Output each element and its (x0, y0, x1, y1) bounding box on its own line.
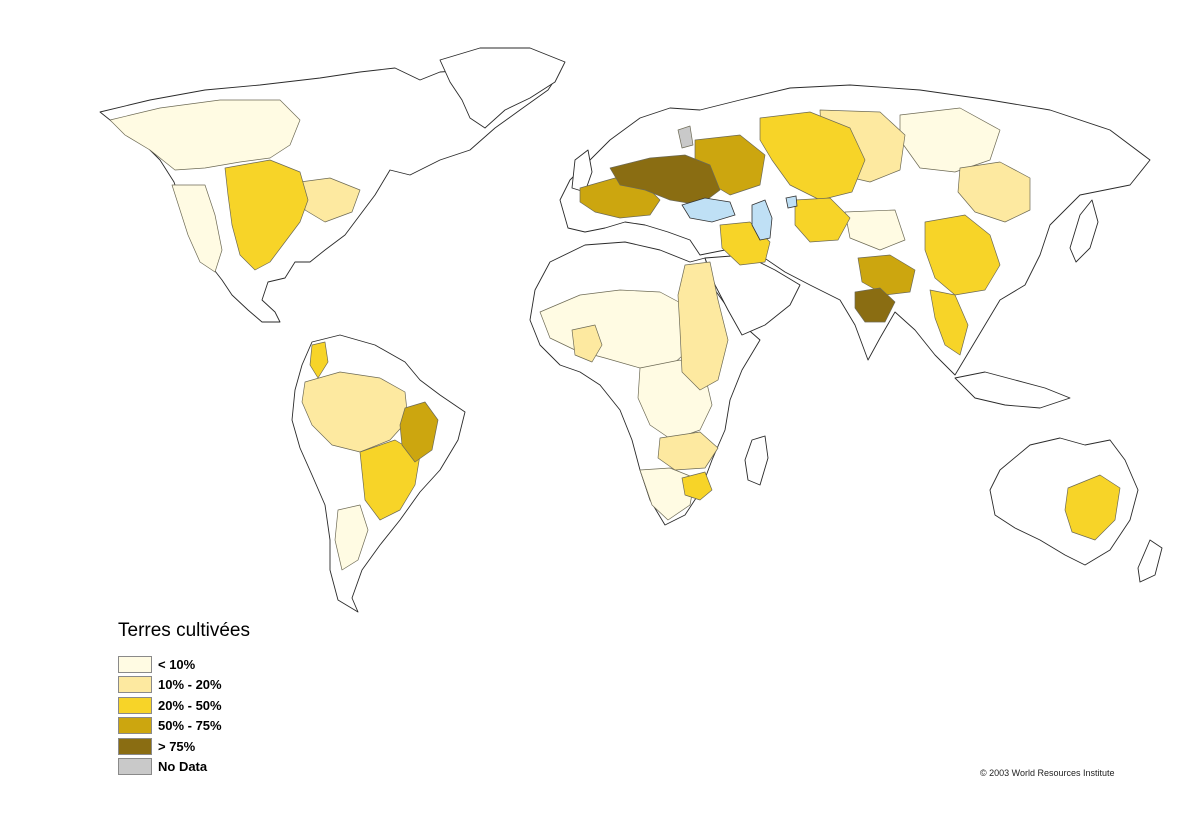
basin-volga (759, 111, 866, 201)
basin-yangtze (924, 214, 1001, 296)
basin-southern-africa (639, 467, 696, 521)
landmass-indonesia (954, 371, 1071, 409)
legend-item: > 75% (118, 736, 250, 757)
map-legend: Terres cultivées < 10% 10% - 20% 20% - 50%… (118, 620, 250, 777)
basin-amur (957, 161, 1031, 223)
legend-label: < 10% (158, 656, 196, 672)
basin-amazon (301, 371, 409, 453)
basin-murray-darling (1064, 474, 1121, 541)
legend-label: 20% - 50% (158, 697, 222, 713)
basin-european-plain (609, 154, 721, 206)
legend-label: 50% - 75% (158, 718, 222, 734)
basin-patagonia (334, 504, 369, 571)
legend-label: > 75% (158, 738, 196, 754)
basin-nile (677, 261, 729, 391)
basin-tibet (844, 209, 906, 251)
basins (109, 99, 1121, 571)
basin-zambezi (657, 431, 719, 471)
legend-item: No Data (118, 757, 250, 778)
basin-canada-north (109, 99, 301, 171)
basin-usa-west (171, 184, 223, 273)
basin-ganges (857, 254, 916, 296)
basin-west-africa (571, 324, 603, 363)
basin-mekong (929, 289, 969, 356)
legend-swatch (118, 655, 152, 673)
basin-limpopo (681, 471, 713, 501)
landmass-new-zealand (1137, 539, 1163, 583)
caspian-sea (751, 199, 773, 241)
legend-items: < 10% 10% - 20% 20% - 50% 50% - 75% > 75% No … (118, 654, 250, 777)
legend-swatch (118, 737, 152, 755)
aral-sea (785, 195, 798, 209)
legend-swatch (118, 676, 152, 694)
landmass-greenland (439, 47, 566, 129)
basin-orinoco (309, 341, 329, 379)
landmass-madagascar (744, 435, 769, 486)
basin-aral (794, 197, 851, 243)
basin-parana (359, 439, 421, 521)
basin-no-data (677, 125, 694, 149)
legend-swatch (118, 758, 152, 776)
legend-item: 20% - 50% (118, 695, 250, 716)
legend-swatch (118, 717, 152, 735)
legend-item: < 10% (118, 654, 250, 675)
landmass-uk (571, 149, 593, 193)
inland-seas (681, 195, 798, 241)
legend-item: 10% - 20% (118, 675, 250, 696)
legend-label: 10% - 20% (158, 677, 222, 693)
legend-title: Terres cultivées (118, 620, 250, 641)
landmass-japan (1069, 199, 1099, 263)
copyright-text: © 2003 World Resources Institute (980, 768, 1115, 778)
black-sea (681, 197, 736, 223)
basin-sao-francisco (399, 401, 439, 463)
legend-item: 50% - 75% (118, 716, 250, 737)
basin-mississippi (224, 159, 309, 271)
legend-label: No Data (158, 759, 208, 775)
basin-indus-deccan (854, 287, 896, 323)
basin-great-lakes (299, 177, 361, 223)
legend-swatch (118, 696, 152, 714)
